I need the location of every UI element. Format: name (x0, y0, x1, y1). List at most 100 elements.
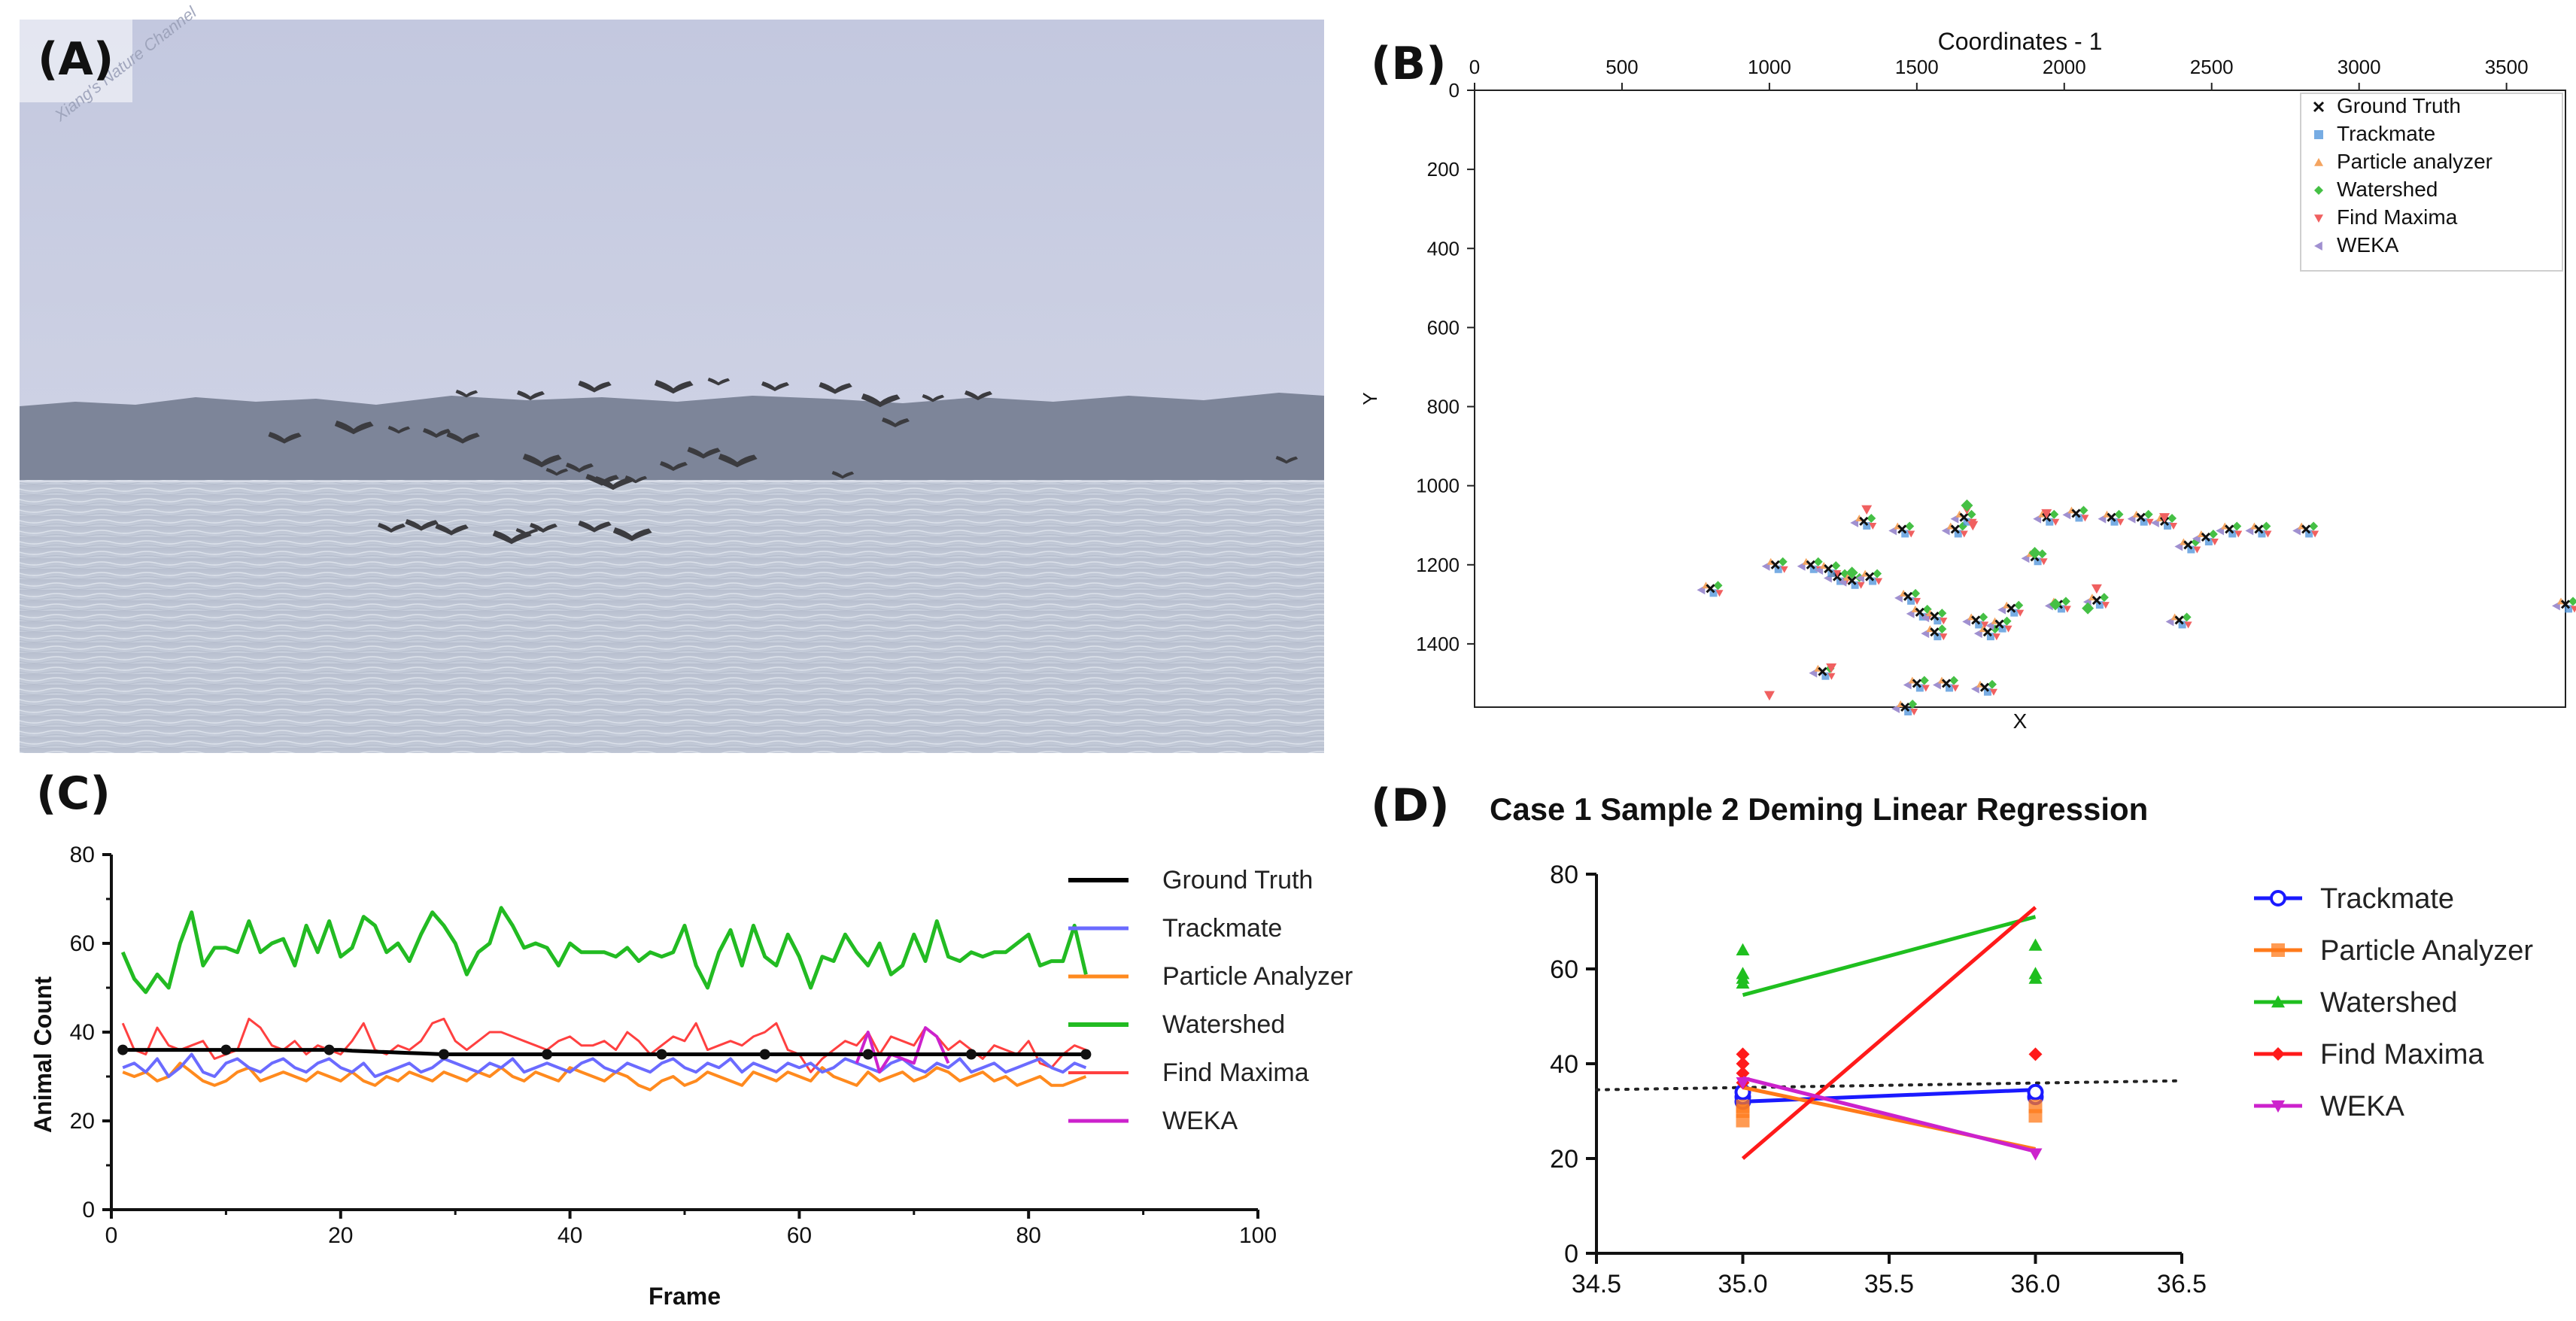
ground-truth-marker (542, 1049, 553, 1060)
watershed-point (1813, 557, 1823, 566)
ground-truth-point (1971, 615, 1981, 625)
x-tick-label: 60 (787, 1223, 812, 1248)
chart-c-ylabel: Animal Count (29, 976, 56, 1133)
ground-truth-point (2071, 509, 2081, 518)
bird (378, 523, 406, 533)
legend-label: WEKA (2337, 233, 2399, 257)
legend-label: WEKA (1162, 1107, 1238, 1135)
legend-marker (2314, 130, 2323, 139)
watershed-point (2099, 593, 2109, 603)
legend-label: Particle Analyzer (2320, 935, 2533, 967)
watershed-point (1937, 624, 1947, 634)
find-maxima-point (2081, 515, 2089, 522)
legend-marker (2314, 158, 2323, 166)
bird (687, 447, 721, 459)
ground-truth-marker (656, 1049, 667, 1060)
legend-box-b (2300, 93, 2563, 272)
watershed-point (2061, 597, 2070, 606)
water (20, 480, 1324, 753)
bird (612, 527, 652, 542)
ground-truth-point (1915, 607, 1924, 617)
legend-label: Trackmate (1162, 914, 1282, 943)
bird (455, 390, 478, 398)
chart-d-axes: 0 20 40 60 80 34.5 35.0 35.5 36.0 36.5 (1550, 861, 2207, 1298)
chart-c-series (117, 906, 1092, 1092)
photo-panel: Xiang's Nature Channel (20, 2, 1324, 753)
bird (624, 475, 648, 484)
point-trackmate (2027, 1083, 2044, 1101)
series-line-weka (855, 1026, 950, 1074)
chart-b-ylabel: Y (1359, 392, 1381, 405)
watershed-point (2014, 600, 2024, 610)
find-maxima-point (1992, 633, 2000, 641)
watershed-point (2028, 547, 2041, 559)
y-tick-label: 60 (70, 931, 95, 956)
legend-label: Trackmate (2337, 122, 2435, 145)
find-maxima-point (2193, 546, 2201, 554)
y-tick-label: 80 (70, 843, 95, 867)
bird-flock (268, 378, 1299, 545)
legend-label: Watershed (2337, 178, 2438, 201)
watershed-point (1961, 499, 1973, 512)
x-tick-label: 500 (1605, 56, 1638, 78)
series-line-ground-truth (123, 1048, 1086, 1056)
bird (530, 523, 557, 533)
y-tick-label: 1200 (1416, 554, 1460, 576)
point-watershed (2028, 938, 2043, 951)
panel-label-a: (A) (38, 33, 114, 86)
find-maxima-point (1960, 530, 1968, 538)
find-maxima-point (2311, 530, 2319, 538)
y-tick-label: 200 (1427, 158, 1460, 181)
legend-label: Ground Truth (2337, 94, 2461, 117)
fit-line-trackmate (1742, 1088, 2036, 1104)
point-find-maxima (1736, 1057, 1750, 1070)
find-maxima-point (1857, 582, 1865, 589)
y-tick-label: 20 (70, 1109, 95, 1134)
x-tick-label: 0 (1469, 56, 1480, 78)
watershed-point (2079, 506, 2088, 515)
find-maxima-point (1869, 522, 1877, 530)
watershed-point (1911, 588, 1921, 598)
ground-truth-point (1959, 512, 1969, 522)
ground-truth-point (2174, 615, 2184, 625)
x-tick-label: 1000 (1748, 56, 1791, 78)
ground-truth-point (1897, 524, 1907, 534)
ground-truth-point (1979, 682, 1990, 692)
legend-label: Find Maxima (1162, 1058, 1309, 1087)
series-line-particle-analyzer (122, 1061, 1087, 1092)
ground-truth-point (1824, 563, 1833, 574)
find-maxima-point (1989, 688, 1997, 696)
watershed-point (1845, 566, 1858, 579)
point-watershed (1736, 943, 1750, 955)
identity-line (1595, 1079, 2183, 1092)
chart-d-legend: Trackmate Particle Analyzer Watershed Find … (2254, 883, 2533, 1122)
point-watershed (1736, 976, 1750, 989)
find-maxima-point (2116, 518, 2125, 526)
watershed-point (1987, 679, 1997, 689)
point-weka (1736, 1077, 1750, 1090)
watershed-point (2262, 521, 2271, 531)
y-tick-label: 400 (1427, 237, 1460, 260)
point-particle-analyzer (1736, 1099, 1750, 1113)
bird (585, 474, 619, 486)
bird (882, 418, 910, 427)
x-tick-label: 35.5 (1864, 1270, 1914, 1298)
bird (268, 432, 302, 444)
watershed-point (2167, 513, 2177, 523)
point-weka (2028, 1148, 2043, 1161)
y-tick-label: 60 (1550, 955, 1578, 984)
ground-truth-point (1903, 591, 1913, 601)
find-maxima-point (1875, 578, 1883, 585)
coordinates-scatter-panel: Coordinates - 1 0 500 1000 1500 2000 2500 3000… (1359, 28, 2576, 733)
chart-b-title: Coordinates - 1 (1938, 28, 2103, 55)
find-maxima-point (2210, 538, 2219, 545)
find-maxima-point (1907, 530, 1915, 538)
ground-truth-point (1806, 560, 1815, 569)
ground-truth-marker (966, 1049, 977, 1060)
watershed-point (2232, 521, 2242, 531)
legend-label: Particle Analyzer (1162, 962, 1353, 991)
y-tick-label: 1000 (1416, 475, 1460, 497)
find-maxima-point (2170, 522, 2178, 530)
chart-d-series (1734, 906, 2044, 1161)
